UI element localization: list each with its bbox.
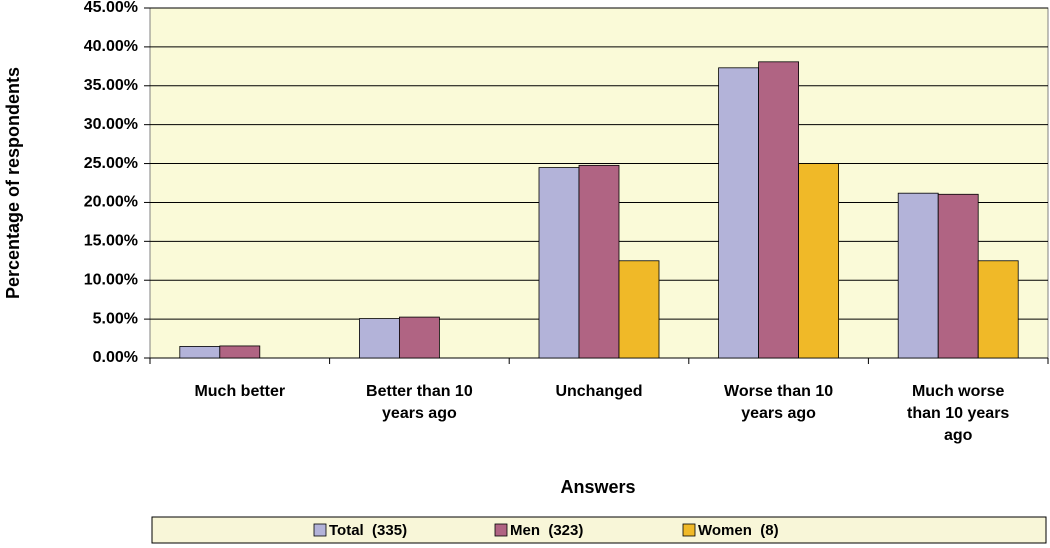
legend-label: Total (335) bbox=[329, 522, 407, 539]
legend-label: Men (323) bbox=[510, 522, 583, 539]
bar bbox=[219, 345, 261, 359]
legend-label: Women (8) bbox=[698, 522, 779, 539]
bar bbox=[398, 316, 440, 359]
y-tick-label: 30.00% bbox=[84, 116, 138, 133]
bar bbox=[179, 346, 221, 359]
x-tick-label: Much better bbox=[194, 383, 286, 400]
bar bbox=[798, 163, 839, 359]
x-axis-title: Answers bbox=[560, 477, 635, 497]
y-tick-label: 40.00% bbox=[84, 38, 138, 55]
y-tick-label: 20.00% bbox=[84, 194, 138, 211]
x-tick-label: Better than 10 years ago bbox=[366, 383, 473, 422]
legend-swatch bbox=[682, 523, 696, 537]
bar bbox=[538, 167, 580, 359]
y-tick-label: 25.00% bbox=[84, 155, 138, 172]
y-tick-label: 45.00% bbox=[84, 0, 138, 16]
bar bbox=[897, 192, 939, 359]
bar bbox=[718, 67, 759, 359]
x-tick-label: Much worse than 10 years ago bbox=[907, 383, 1010, 444]
bar bbox=[618, 260, 660, 359]
y-tick-label: 10.00% bbox=[84, 271, 138, 288]
legend bbox=[151, 516, 1047, 544]
legend-swatch bbox=[313, 523, 327, 537]
x-tick-label: Worse than 10 years ago bbox=[724, 383, 834, 422]
bar bbox=[937, 193, 979, 359]
bar bbox=[578, 164, 620, 359]
legend-swatch bbox=[494, 523, 508, 537]
y-axis-title: Percentage of respondents bbox=[3, 67, 23, 299]
bar bbox=[758, 61, 799, 359]
y-tick-label: 15.00% bbox=[84, 233, 138, 250]
bar bbox=[977, 260, 1019, 359]
y-tick-label: 5.00% bbox=[93, 310, 138, 327]
y-tick-label: 0.00% bbox=[93, 349, 138, 366]
bar bbox=[358, 318, 400, 359]
x-tick-label: Unchanged bbox=[555, 383, 643, 400]
y-tick-label: 35.00% bbox=[84, 77, 138, 94]
